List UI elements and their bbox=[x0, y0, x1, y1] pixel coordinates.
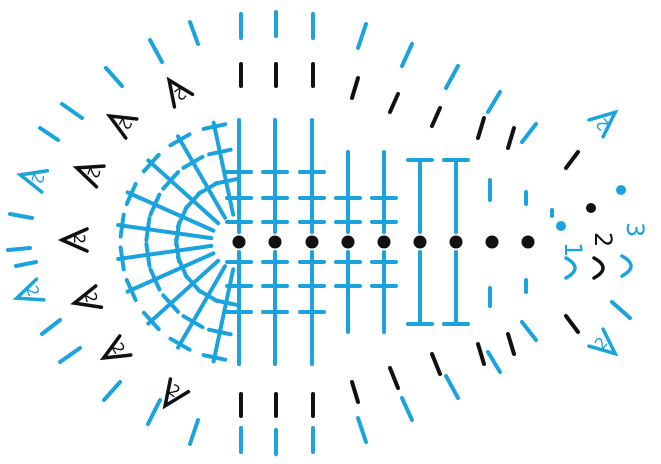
svg-text:2: 2 bbox=[70, 234, 89, 244]
round-3-label: 3 bbox=[621, 222, 649, 237]
chain-dot bbox=[341, 235, 355, 249]
dash-stitch bbox=[520, 122, 538, 144]
increase-symbol: 2 bbox=[12, 277, 46, 302]
radial-double-crochet-stitch bbox=[201, 120, 239, 217]
dash-stitch bbox=[486, 90, 502, 114]
dash-stitch bbox=[444, 374, 460, 400]
double-crochet-stitch bbox=[406, 250, 434, 326]
double-crochet-stitch bbox=[442, 158, 470, 234]
dash-stitch bbox=[8, 212, 34, 220]
dash-stitch bbox=[444, 64, 460, 90]
double-crochet-stitch bbox=[225, 250, 253, 366]
radial-double-crochet-stitch bbox=[116, 212, 214, 247]
dash-stitch bbox=[102, 380, 122, 402]
increase-symbol: 2 bbox=[166, 76, 195, 109]
dash-stitch bbox=[506, 332, 516, 356]
dash-stitch bbox=[520, 320, 538, 342]
double-crochet-stitch bbox=[370, 150, 398, 234]
chain-dot bbox=[485, 235, 499, 249]
foundation-chain bbox=[232, 235, 535, 249]
double-crochet-stitch bbox=[442, 250, 470, 326]
increase-symbol: 2 bbox=[57, 227, 89, 253]
increase-symbol: 2 bbox=[587, 327, 619, 357]
dash-stitch bbox=[58, 346, 82, 364]
round-2-label: 2 bbox=[589, 232, 617, 247]
dash-stitch bbox=[356, 416, 368, 444]
double-crochet-stitch bbox=[298, 250, 326, 366]
svg-text:2: 2 bbox=[22, 283, 43, 299]
dash-stitch bbox=[486, 350, 502, 374]
dash-stitch bbox=[430, 106, 442, 128]
dash-stitch bbox=[14, 260, 38, 268]
dash-stitch bbox=[476, 342, 486, 366]
dash-stitch bbox=[40, 318, 62, 336]
double-crochet-stitch bbox=[225, 118, 253, 234]
double-crochet-stitch bbox=[298, 118, 326, 234]
dash-stitch bbox=[356, 22, 368, 50]
dash-stitch bbox=[38, 126, 60, 142]
round-1-join-arc bbox=[564, 256, 577, 280]
dash-stitch bbox=[400, 396, 414, 422]
increase-symbol: 2 bbox=[162, 377, 191, 410]
dash-stitch bbox=[146, 398, 162, 426]
dash-stitch bbox=[476, 116, 486, 140]
dash-stitch bbox=[188, 418, 200, 446]
chain-dot bbox=[377, 235, 391, 249]
round-3-start-dot bbox=[616, 185, 626, 195]
chain-dot bbox=[232, 235, 246, 249]
chain-dot bbox=[449, 235, 463, 249]
increase-symbol: 2 bbox=[16, 168, 50, 194]
chain-dot bbox=[521, 235, 535, 249]
dash-stitch bbox=[104, 66, 124, 88]
dash-stitch bbox=[60, 102, 84, 120]
dash-stitch bbox=[388, 92, 400, 114]
dash-stitch bbox=[188, 20, 200, 46]
outer-dash-stitches bbox=[6, 10, 632, 456]
dash-stitch bbox=[564, 150, 580, 170]
radial-double-crochet-stitch bbox=[201, 267, 239, 364]
increase-symbol: 2 bbox=[105, 113, 139, 140]
chain-dot bbox=[305, 235, 319, 249]
radial-double-crochet-stitch bbox=[124, 181, 216, 233]
chain-dot bbox=[268, 235, 282, 249]
dash-stitch bbox=[148, 38, 164, 64]
dash-stitch bbox=[564, 314, 580, 334]
round-3-join-arc bbox=[620, 254, 633, 278]
dash-stitch bbox=[610, 300, 632, 320]
increase-symbol: 2 bbox=[99, 334, 133, 361]
double-crochet-stitch bbox=[370, 250, 398, 334]
chain-dot bbox=[413, 235, 427, 249]
dash-stitch bbox=[430, 352, 442, 376]
round-1-start-dot bbox=[556, 221, 566, 231]
dash-stitch bbox=[6, 246, 32, 252]
double-crochet-stitch bbox=[334, 250, 362, 334]
round-1-label: 1 bbox=[559, 242, 587, 257]
round-1-stitches bbox=[116, 118, 528, 366]
round-2-start-dot bbox=[586, 203, 596, 213]
dash-stitch bbox=[506, 126, 516, 150]
svg-text:2: 2 bbox=[27, 171, 48, 186]
increase-symbol: 2 bbox=[72, 164, 106, 189]
dash-stitch bbox=[400, 42, 414, 68]
double-crochet-stitch bbox=[261, 118, 289, 234]
round-start-markers: 3 2 1 bbox=[556, 185, 649, 280]
dash-stitch bbox=[350, 380, 360, 404]
dash-stitch bbox=[388, 366, 400, 390]
double-crochet-stitch bbox=[334, 150, 362, 234]
increase-symbol: 2 bbox=[70, 284, 104, 310]
double-crochet-stitch bbox=[406, 158, 434, 234]
dash-stitch bbox=[350, 76, 360, 100]
double-crochet-stitch bbox=[261, 250, 289, 366]
svg-text:2: 2 bbox=[81, 290, 102, 305]
increase-symbol: 2 bbox=[587, 109, 619, 139]
round-2-join-arc bbox=[592, 256, 605, 280]
radial-double-crochet-stitch bbox=[116, 237, 214, 272]
